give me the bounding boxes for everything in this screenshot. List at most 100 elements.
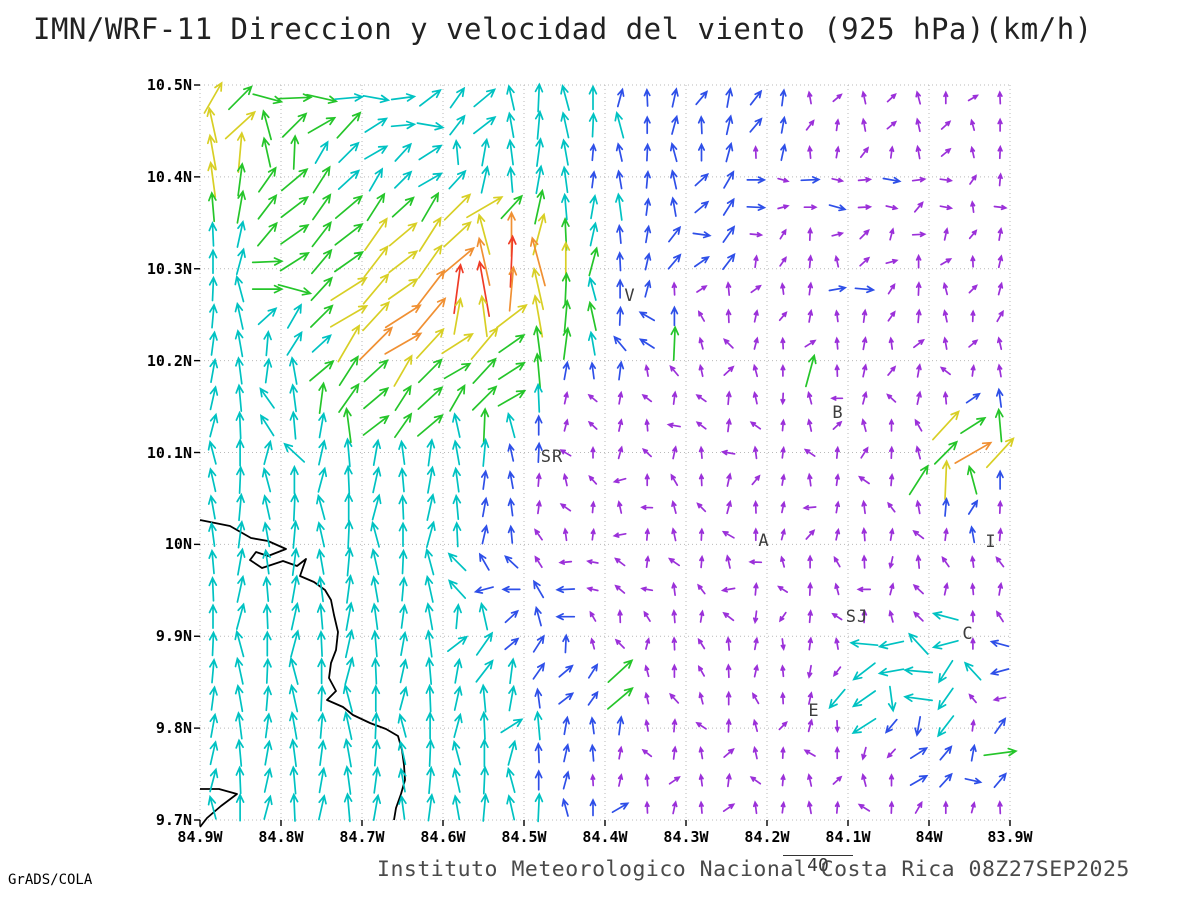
wind-arrow [861,773,867,787]
wind-arrow [529,236,546,287]
x-axis-tick-label: 84.4W [582,828,628,846]
wind-arrow [805,353,817,388]
wind-arrow [418,172,443,188]
wind-arrow [671,390,678,405]
wind-arrow [236,465,245,494]
wind-arrow [617,418,624,432]
wind-arrow [344,656,355,686]
y-axis-tick-label: 9.7N [155,811,192,829]
wind-arrow [336,111,362,139]
wind-arrow [587,330,597,356]
wind-arrow [589,610,597,622]
wind-arrow [970,718,976,732]
wind-arrow [235,738,244,767]
wind-arrow [960,416,987,435]
wind-arrow [562,527,569,542]
wind-arrow [479,683,489,713]
wind-arrow [697,115,705,135]
wind-arrow [943,800,949,815]
wind-arrow [666,422,681,429]
wind-arrow [861,608,868,624]
wind-arrow [478,294,488,338]
wind-arrow [997,90,1003,105]
wind-arrow [390,93,417,102]
wind-arrow [859,256,871,267]
wind-arrow [342,683,354,713]
wind-arrow [852,662,876,681]
wind-arrow [933,440,959,465]
wind-arrow [586,586,599,592]
wind-arrow [262,548,271,575]
wind-arrow [752,610,759,625]
wind-arrow [589,194,598,220]
wind-arrow [942,281,949,296]
wind-arrow [561,192,570,221]
wind-arrow [397,713,407,738]
wind-arrow [206,106,218,144]
wind-arrow [807,773,813,787]
wind-arrow [236,547,246,576]
wind-arrow [424,574,434,603]
wind-arrow [288,656,299,685]
wind-arrow [590,527,596,541]
wind-arrow [318,381,327,415]
wind-arrow [390,120,417,130]
wind-arrow [780,555,786,568]
wind-arrow [641,748,653,758]
wind-arrow [259,414,275,437]
coastline [199,519,406,828]
wind-arrow [723,748,735,758]
wind-arrow [364,145,389,160]
wind-arrow [318,766,327,794]
wind-arrow [614,638,625,649]
wind-arrow [562,360,570,381]
wind-arrow [997,499,1003,515]
wind-arrow [969,174,977,185]
wind-arrow [316,493,326,521]
wind-arrow [940,258,953,266]
wind-arrow [725,554,732,569]
wind-arrow [752,745,759,760]
wind-arrow [807,90,813,105]
wind-arrow [498,333,526,354]
wind-arrow [588,111,598,138]
wind-arrow [398,439,407,466]
wind-arrow [725,636,732,651]
wind-arrow [983,747,1018,757]
wind-arrow [993,204,1008,211]
wind-arrow [752,800,759,815]
wind-arrow [555,613,576,621]
wind-arrow [452,466,461,493]
wind-arrow [749,89,763,106]
wind-arrow [914,715,922,737]
wind-arrow [780,392,786,406]
wind-arrow [452,138,462,166]
wind-arrow [807,581,813,596]
wind-arrow [804,339,817,348]
wind-arrow [671,281,678,296]
wind-arrow [940,147,952,157]
station-label-sr: SR [540,447,564,467]
wind-arrow [833,555,841,568]
wind-arrow [697,664,706,677]
wind-arrow [453,603,462,630]
wind-arrow [280,168,309,192]
wind-arrow [288,683,299,713]
footer-caption: Instituto Meteorologico Nacional Costa R… [377,857,1130,882]
wind-arrow [425,520,436,549]
wind-arrow [885,258,899,265]
wind-arrow [476,260,491,318]
wind-arrow [997,527,1003,542]
wind-arrow [834,500,841,514]
wind-arrow [561,271,571,306]
wind-arrow [286,330,303,356]
wind-arrow [318,411,327,439]
wind-arrow [858,475,870,485]
wind-arrow [338,141,360,164]
wind-arrow [506,84,516,111]
wind-arrow [394,142,413,162]
wind-arrow [425,683,435,713]
wind-arrow [669,141,678,163]
wind-arrow [862,390,868,405]
wind-arrow [942,336,949,350]
